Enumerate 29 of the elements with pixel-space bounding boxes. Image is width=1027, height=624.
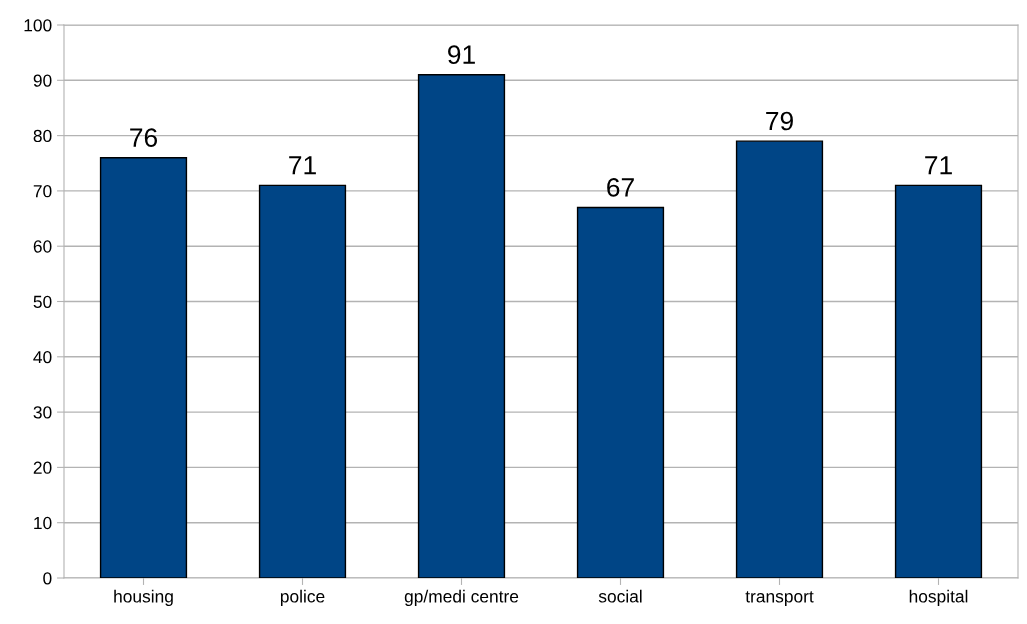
data-label: 67 [607,178,634,197]
bar [894,184,983,578]
bar [258,184,347,578]
bar [735,140,824,578]
bar [417,74,506,578]
y-tick-label: 10 [34,516,52,530]
y-tick-label: 0 [43,572,52,585]
x-tick-label: gp/medi centre [404,589,519,606]
x-tick-label: housing [114,589,173,606]
y-tick-label: 20 [33,461,52,474]
x-tick-label: transport [745,591,814,606]
x-tick-label: social [598,589,642,603]
y-tick-label: 60 [33,240,52,253]
x-tick-label: police [280,589,325,606]
data-label: 79 [766,111,793,131]
y-tick-label: 50 [33,295,52,308]
bar [576,206,665,578]
y-tick-label: 30 [33,406,52,419]
y-tick-label: 70 [33,185,52,198]
y-tick-label: 100 [24,19,52,32]
data-label: 76 [130,128,158,147]
y-tick-label: 40 [33,350,52,364]
data-label: 91 [448,45,475,64]
x-tick-label: hospital [909,589,968,606]
y-tick-label: 80 [33,129,52,143]
bar [99,157,188,578]
data-label: 71 [289,156,316,175]
y-tick-label: 90 [33,74,52,87]
data-label: 71 [925,156,952,175]
